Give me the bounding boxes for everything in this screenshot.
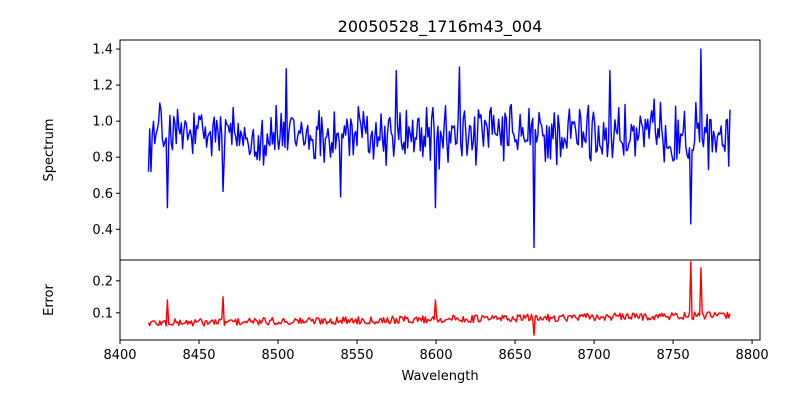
x-axis-label: Wavelength	[401, 369, 478, 384]
spectrum-y-axis-label: Spectrum	[42, 119, 57, 182]
spectrum-y-tick-label: 0.6	[92, 187, 113, 202]
spectrum-y-tick-label: 1.4	[92, 43, 113, 58]
error-x-ticks: 8400 8450 8500 8550 8600 8650 8700 8750 8800	[103, 340, 769, 363]
error-y-axis-label: Error	[42, 284, 57, 316]
error-y-ticks: 0.1 0.2	[92, 274, 120, 321]
x-tick-label: 8750	[657, 348, 690, 363]
spectrum-plot-area	[147, 48, 731, 249]
x-tick-label: 8400	[103, 348, 136, 363]
spectrum-y-tick-label: 1.2	[92, 79, 113, 94]
x-tick-label: 8650	[499, 348, 532, 363]
error-panel: 0.10.2 8400 8450 8500 8550 8600 8650 8700 8750 8…	[42, 259, 769, 384]
error-plot-area	[147, 260, 731, 336]
x-tick-label: 8450	[182, 348, 215, 363]
spectrum-y-tick-label: 0.8	[92, 151, 113, 166]
spectrum-series-line	[147, 48, 731, 249]
x-tick-label: 8600	[420, 348, 453, 363]
error-series-line	[147, 260, 731, 336]
x-tick-label: 8700	[578, 348, 611, 363]
error-y-tick-label: 0.1	[92, 306, 113, 321]
spectrum-y-tick-label: 0.4	[92, 223, 113, 238]
error-y-tick-label: 0.2	[92, 274, 113, 289]
chart-title: 20050528_1716m43_004	[338, 17, 543, 37]
spectrum-y-ticks: 0.4 0.6 0.8 1.0 1.2 1.4	[92, 43, 120, 238]
error-axes-frame	[119, 259, 761, 341]
x-tick-label: 8500	[261, 348, 294, 363]
x-tick-label: 8550	[340, 348, 373, 363]
spectrum-y-tick-label: 1.0	[92, 115, 113, 130]
x-tick-label: 8800	[736, 348, 769, 363]
